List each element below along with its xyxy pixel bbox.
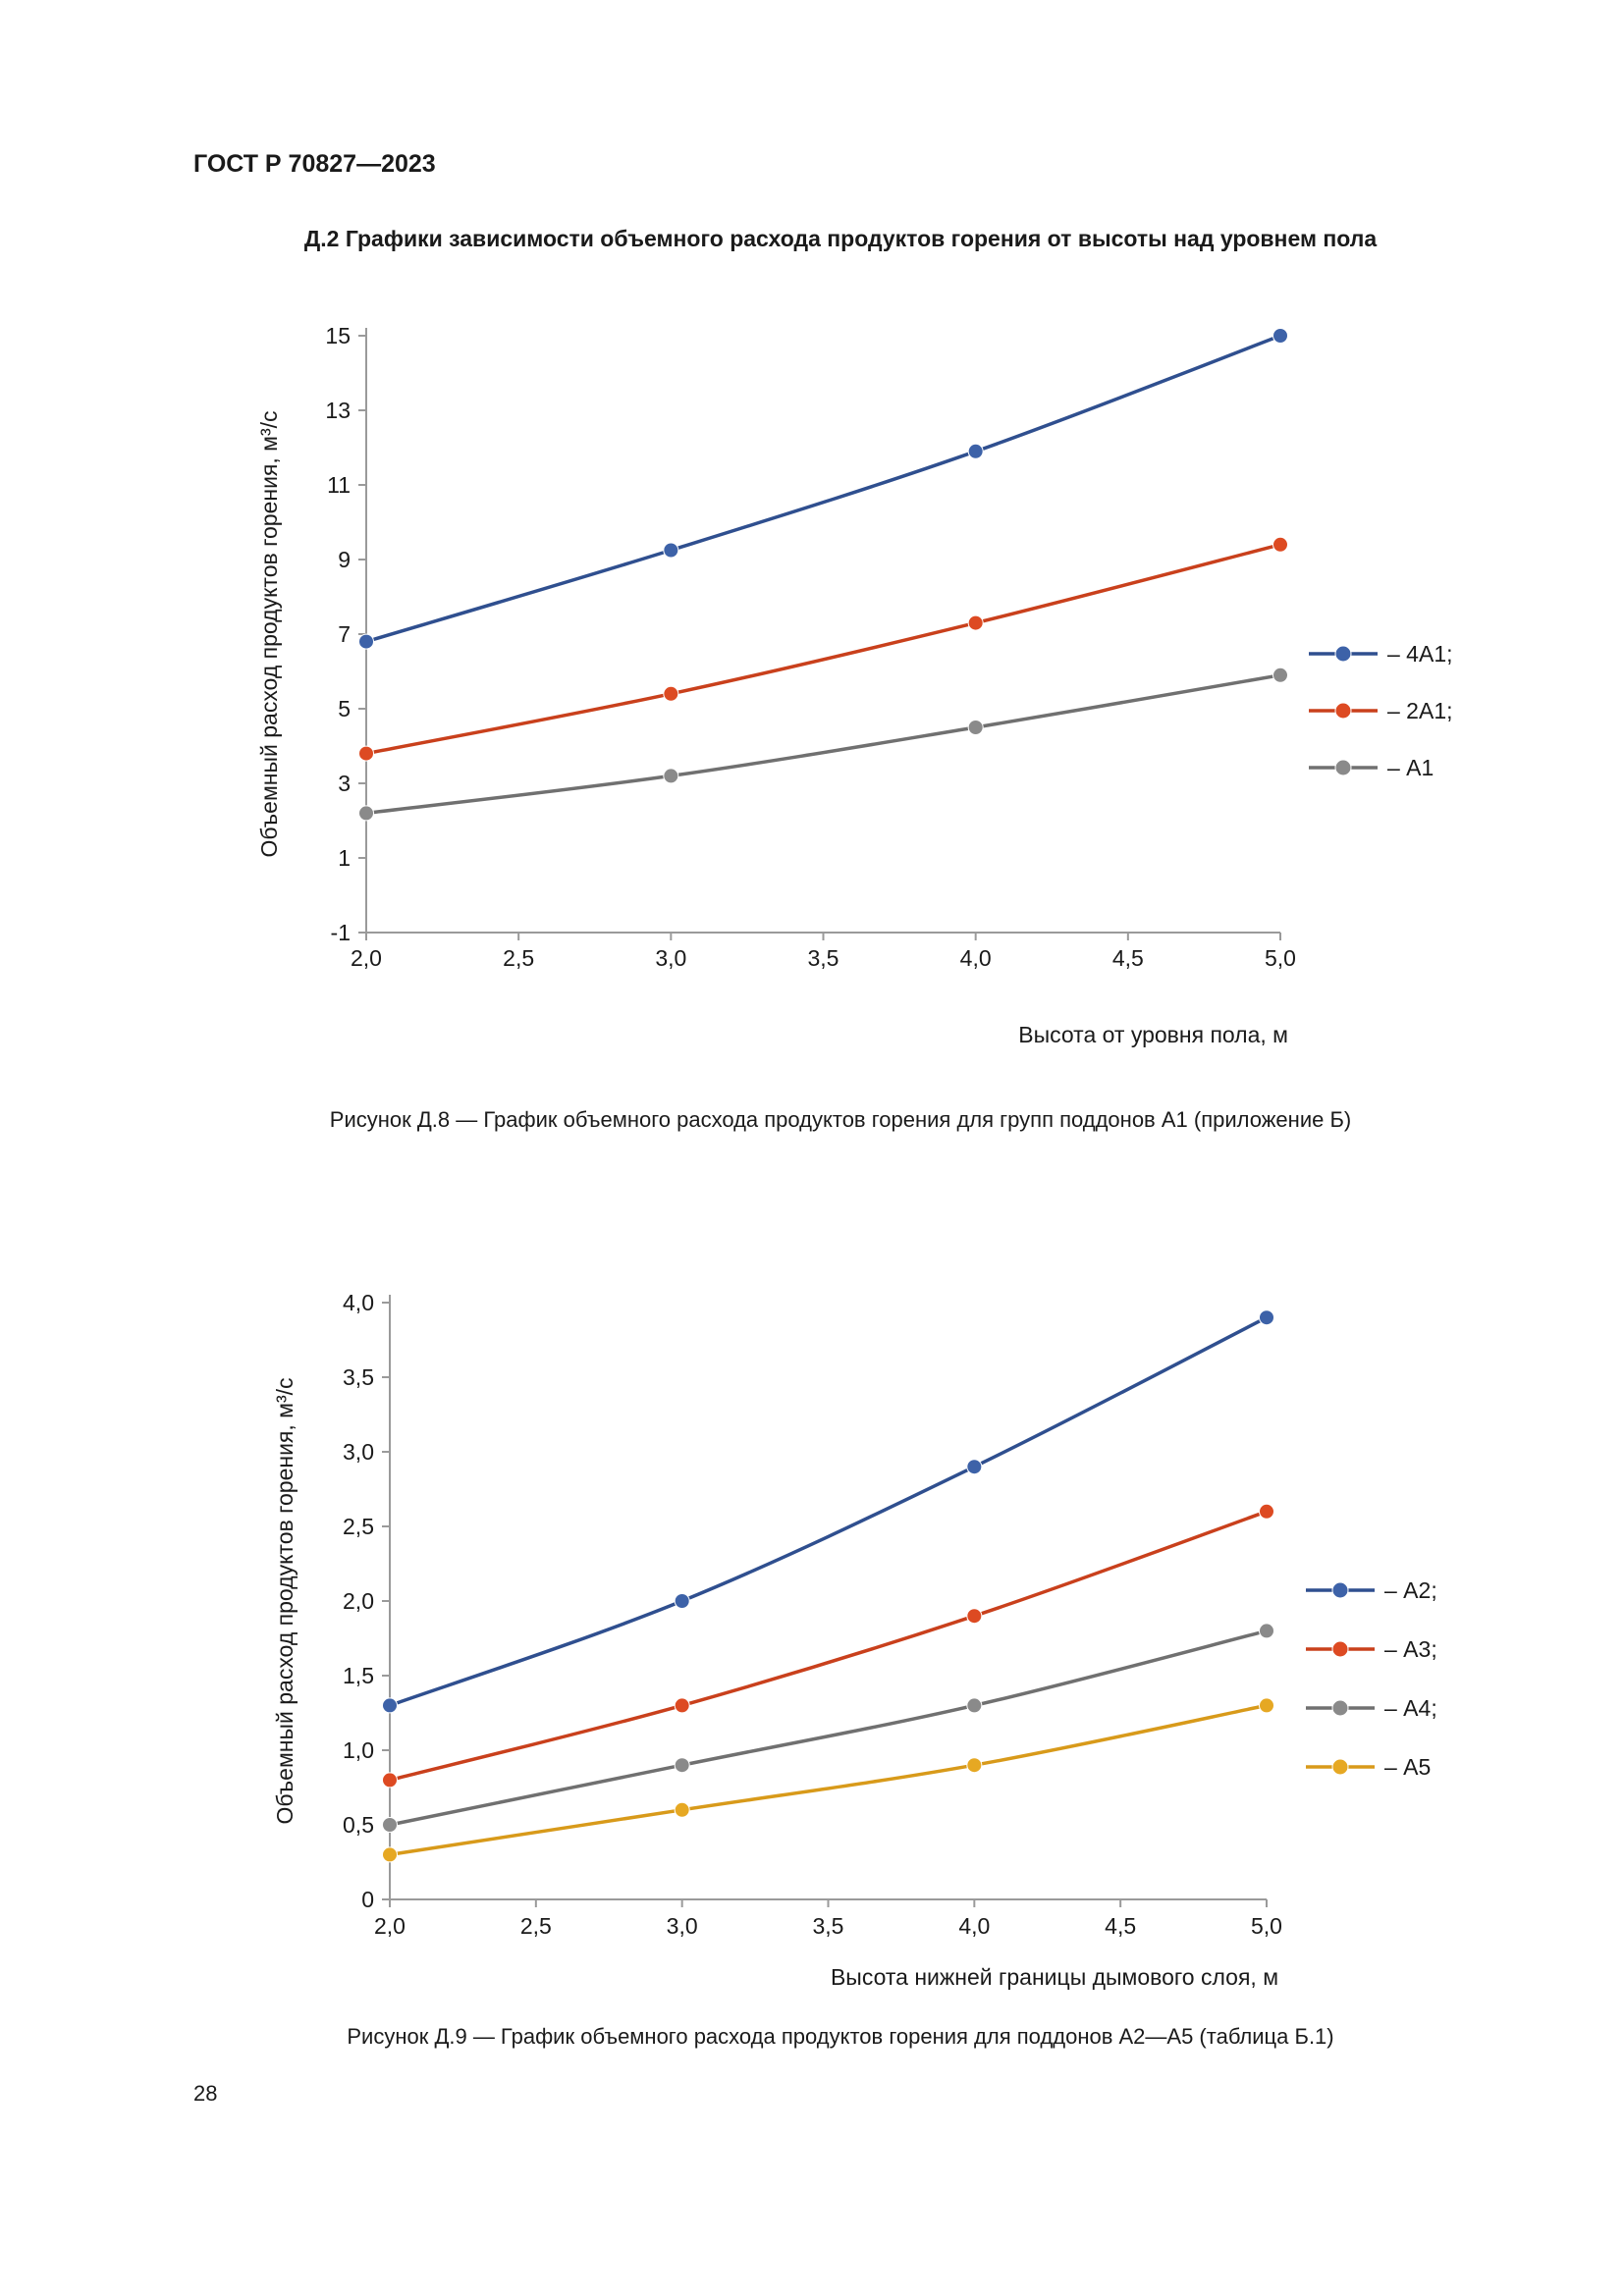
legend-marker	[1334, 645, 1352, 663]
data-point	[674, 1757, 690, 1774]
x-tick-label: 4,5	[1105, 1913, 1136, 1939]
y-tick-label: 1,5	[343, 1663, 374, 1688]
x-tick-label: 5,0	[1265, 945, 1296, 971]
legend-marker	[1334, 759, 1352, 776]
legend-label: – А2;	[1384, 1577, 1437, 1603]
data-point	[1272, 328, 1288, 344]
data-point	[674, 1697, 690, 1714]
data-point	[358, 633, 374, 650]
legend-marker	[1331, 1581, 1349, 1599]
figure-caption-d9: Рисунок Д.9 — График объемного расхода п…	[347, 2024, 1334, 2049]
data-point	[966, 1757, 983, 1774]
y-tick-label: 11	[327, 472, 351, 498]
legend-label: – 2А1;	[1387, 698, 1453, 723]
data-point	[382, 1817, 398, 1833]
legend-marker	[1331, 1699, 1349, 1717]
chart-d9: 0 0,5 1,0 1,5 2,0 2,5 3,0 3,5 4,0 2,0 2,5 3,0 3,5 4,0…	[272, 1290, 1437, 1990]
series-line	[388, 1629, 1269, 1827]
x-tick-label: 3,0	[667, 1913, 698, 1939]
data-point	[674, 1801, 690, 1818]
y-tick-label: 15	[325, 323, 351, 348]
series-line	[388, 1703, 1269, 1857]
y-tick-label: 2,5	[343, 1514, 374, 1539]
data-point	[382, 1697, 398, 1714]
legend-label: – А3;	[1384, 1636, 1437, 1662]
y-tick-label: 4,0	[343, 1290, 374, 1315]
y-tick-label: 7	[338, 621, 351, 647]
data-point	[1259, 1309, 1274, 1326]
data-point	[674, 1593, 690, 1609]
y-tick-label: 0,5	[343, 1812, 374, 1838]
data-point	[1259, 1503, 1274, 1520]
series-line	[364, 543, 1282, 756]
legend-label: – А5	[1384, 1754, 1431, 1780]
y-tick-label: 3,5	[343, 1364, 374, 1390]
legend-label: – 4А1;	[1387, 641, 1453, 667]
y-tick-label: 1	[338, 845, 351, 871]
series-line	[364, 334, 1282, 644]
y-axis-label: Объемный расход продуктов горения, м³/с	[272, 1377, 298, 1824]
x-tick-label: 2,0	[374, 1913, 406, 1939]
y-tick-label: 5	[338, 696, 351, 721]
data-point	[967, 614, 984, 631]
data-point	[358, 745, 374, 762]
data-point	[966, 1608, 983, 1625]
y-tick-label: 2,0	[343, 1588, 374, 1614]
x-tick-label: 3,5	[808, 945, 839, 971]
y-tick-label: 1,0	[343, 1737, 374, 1763]
data-point	[382, 1846, 398, 1863]
x-tick-label: 2,5	[520, 1913, 552, 1939]
data-point	[663, 685, 679, 702]
figure-caption-d8: Рисунок Д.8 — График объемного расхода п…	[329, 1107, 1352, 1132]
x-axis-label: Высота нижней границы дымового слоя, м	[831, 1964, 1278, 1990]
legend-marker	[1334, 702, 1352, 720]
data-point	[1272, 536, 1288, 553]
y-tick-label: 0	[361, 1887, 374, 1912]
data-point	[663, 768, 679, 784]
legend-label: – А1	[1387, 755, 1434, 780]
data-point	[967, 443, 984, 459]
legend-label: – А4;	[1384, 1695, 1437, 1721]
legend-marker	[1331, 1640, 1349, 1658]
series-line	[388, 1510, 1269, 1783]
series-line	[388, 1315, 1269, 1708]
data-point	[967, 720, 984, 735]
data-point	[1259, 1623, 1274, 1639]
x-tick-label: 2,0	[351, 945, 382, 971]
x-tick-label: 4,0	[958, 1913, 990, 1939]
x-tick-label: 5,0	[1251, 1913, 1282, 1939]
document-header: ГОСТ Р 70827—2023	[193, 150, 436, 178]
legend-marker	[1331, 1758, 1349, 1776]
y-tick-label: -1	[331, 920, 351, 945]
page-number: 28	[193, 2081, 218, 2106]
x-tick-label: 4,0	[960, 945, 992, 971]
y-tick-label: 9	[338, 547, 351, 572]
y-tick-label: 3	[338, 771, 351, 796]
data-point	[1259, 1697, 1274, 1714]
data-point	[382, 1772, 398, 1789]
y-axis-label: Объемный расход продуктов горения, м³/с	[256, 410, 282, 857]
data-point	[358, 805, 374, 822]
section-title: Д.2 Графики зависимости объемного расход…	[303, 226, 1378, 251]
data-point	[1272, 667, 1288, 683]
y-tick-label: 13	[325, 398, 351, 423]
x-tick-label: 2,5	[503, 945, 534, 971]
x-tick-label: 3,5	[813, 1913, 844, 1939]
data-point	[966, 1697, 983, 1714]
y-tick-label: 3,0	[343, 1439, 374, 1465]
series-line	[364, 673, 1282, 816]
x-tick-label: 3,0	[655, 945, 686, 971]
data-point	[966, 1459, 983, 1475]
x-axis-label: Высота от уровня пола, м	[1018, 1022, 1288, 1047]
x-tick-label: 4,5	[1112, 945, 1144, 971]
data-point	[663, 542, 679, 559]
